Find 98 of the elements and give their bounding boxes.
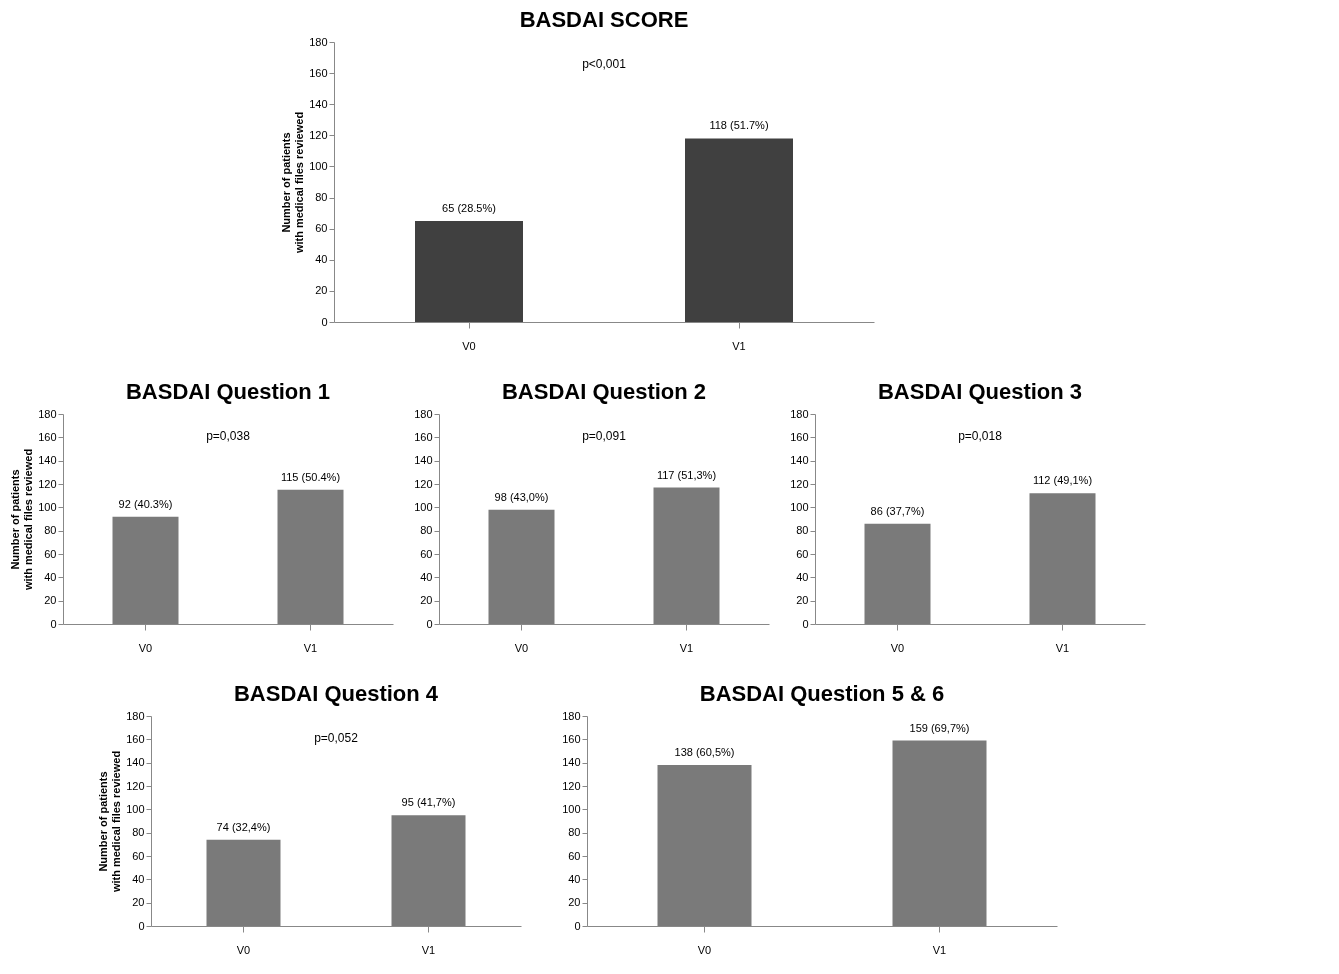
- x-tick-label: V1: [932, 943, 947, 956]
- y-tick-label: 140: [309, 97, 328, 110]
- y-tick-label: 60: [420, 547, 433, 560]
- y-tick-label: 80: [44, 524, 57, 537]
- y-axis-title: Number of patients with medical files reviewed: [97, 750, 123, 894]
- y-tick-label: 0: [802, 617, 809, 630]
- x-tick-label: V0: [697, 943, 712, 956]
- data-label: 65 (28.5%): [442, 201, 496, 214]
- y-tick-label: 20: [796, 594, 809, 607]
- chart-title: BASDAI Question 2: [501, 379, 707, 404]
- y-axis-title: Number of patients with medical files reviewed: [9, 448, 35, 592]
- y-tick-label: 160: [790, 430, 809, 443]
- y-tick-label: 180: [562, 709, 581, 722]
- data-label: 98 (43,0%): [494, 490, 549, 503]
- y-tick-label: 120: [38, 477, 57, 490]
- annotation: p<0,001: [582, 57, 627, 71]
- data-label: 115 (50.4%): [280, 470, 341, 483]
- y-tick-label: 0: [321, 315, 328, 328]
- data-label: 138 (60,5%): [674, 746, 735, 758]
- y-tick-label: 60: [132, 849, 145, 862]
- y-tick-label: 120: [562, 779, 581, 792]
- y-tick-label: 80: [315, 191, 328, 204]
- y-tick-label: 40: [568, 872, 581, 885]
- y-tick-label: 40: [420, 570, 433, 583]
- y-tick-label: 120: [309, 128, 328, 141]
- x-tick-label: V0: [462, 339, 476, 352]
- x-tick-label: V0: [890, 641, 905, 654]
- y-tick-label: 0: [138, 919, 145, 932]
- y-tick-label: 20: [132, 896, 145, 909]
- y-tick-label: 180: [38, 407, 57, 420]
- x-tick-label: V1: [303, 641, 318, 654]
- y-tick-label: 160: [38, 430, 57, 443]
- x-tick-label: V0: [236, 943, 251, 956]
- y-tick-label: 120: [126, 779, 145, 792]
- y-tick-label: 0: [426, 617, 433, 630]
- y-tick-label: 80: [132, 826, 145, 839]
- data-label: 118 (51.7%): [709, 119, 769, 132]
- y-axis-title: Number of patients with medical files reviewed: [280, 111, 306, 255]
- x-tick-label: V1: [1055, 641, 1070, 654]
- annotation: p=0,018: [958, 429, 1003, 443]
- y-tick-label: 0: [574, 919, 581, 932]
- data-label: 117 (51,3%): [656, 468, 717, 481]
- y-tick-label: 180: [309, 35, 328, 48]
- y-tick-label: 140: [562, 756, 581, 769]
- y-tick-label: 180: [790, 407, 809, 420]
- y-tick-label: 100: [414, 500, 433, 513]
- data-label: 95 (41,7%): [401, 796, 456, 809]
- x-tick-label: V1: [421, 943, 436, 956]
- x-tick-label: V0: [514, 641, 529, 654]
- y-tick-label: 80: [568, 826, 581, 839]
- y-tick-label: 60: [568, 849, 581, 862]
- y-tick-label: 180: [126, 709, 145, 722]
- y-tick-label: 40: [44, 570, 57, 583]
- y-tick-label: 80: [420, 524, 433, 537]
- y-tick-label: 120: [414, 477, 433, 490]
- chart-title: BASDAI SCORE: [519, 7, 689, 32]
- y-tick-label: 20: [44, 594, 57, 607]
- y-tick-label: 40: [796, 570, 809, 583]
- y-tick-label: 160: [414, 430, 433, 443]
- y-tick-label: 20: [568, 896, 581, 909]
- data-label: 112 (49,1%): [1032, 474, 1093, 487]
- y-tick-label: 20: [315, 284, 328, 297]
- y-tick-label: 160: [126, 732, 145, 745]
- x-tick-label: V0: [138, 641, 153, 654]
- y-tick-label: 60: [796, 547, 809, 560]
- y-tick-label: 100: [126, 802, 145, 815]
- chart-title: BASDAI Question 3: [877, 379, 1083, 404]
- chart-title: BASDAI Question 5 & 6: [699, 681, 945, 706]
- y-tick-label: 60: [315, 222, 328, 235]
- x-tick-label: V1: [732, 339, 746, 352]
- annotation: p=0,091: [582, 429, 627, 443]
- chart-title: BASDAI Question 1: [125, 379, 331, 404]
- y-tick-label: 100: [309, 159, 328, 172]
- y-tick-label: 140: [126, 756, 145, 769]
- y-tick-label: 100: [38, 500, 57, 513]
- y-tick-label: 140: [414, 454, 433, 467]
- y-tick-label: 120: [790, 477, 809, 490]
- y-tick-label: 80: [796, 524, 809, 537]
- data-label: 74 (32,4%): [216, 820, 271, 833]
- chart-title: BASDAI Question 4: [233, 681, 439, 706]
- data-label: 86 (37,7%): [870, 504, 925, 517]
- y-tick-label: 100: [562, 802, 581, 815]
- annotation: p=0,038: [206, 429, 251, 443]
- y-tick-label: 20: [420, 594, 433, 607]
- y-tick-label: 140: [38, 454, 57, 467]
- y-tick-label: 160: [309, 66, 328, 79]
- y-tick-label: 100: [790, 500, 809, 513]
- y-tick-label: 60: [44, 547, 57, 560]
- data-label: 159 (69,7%): [909, 721, 970, 734]
- annotation: p=0,052: [314, 731, 359, 745]
- y-tick-label: 40: [132, 872, 145, 885]
- y-tick-label: 0: [50, 617, 57, 630]
- x-tick-label: V1: [679, 641, 694, 654]
- y-tick-label: 140: [790, 454, 809, 467]
- data-label: 92 (40.3%): [118, 497, 173, 510]
- y-tick-label: 160: [562, 732, 581, 745]
- y-tick-label: 180: [414, 407, 433, 420]
- y-tick-label: 40: [315, 253, 328, 266]
